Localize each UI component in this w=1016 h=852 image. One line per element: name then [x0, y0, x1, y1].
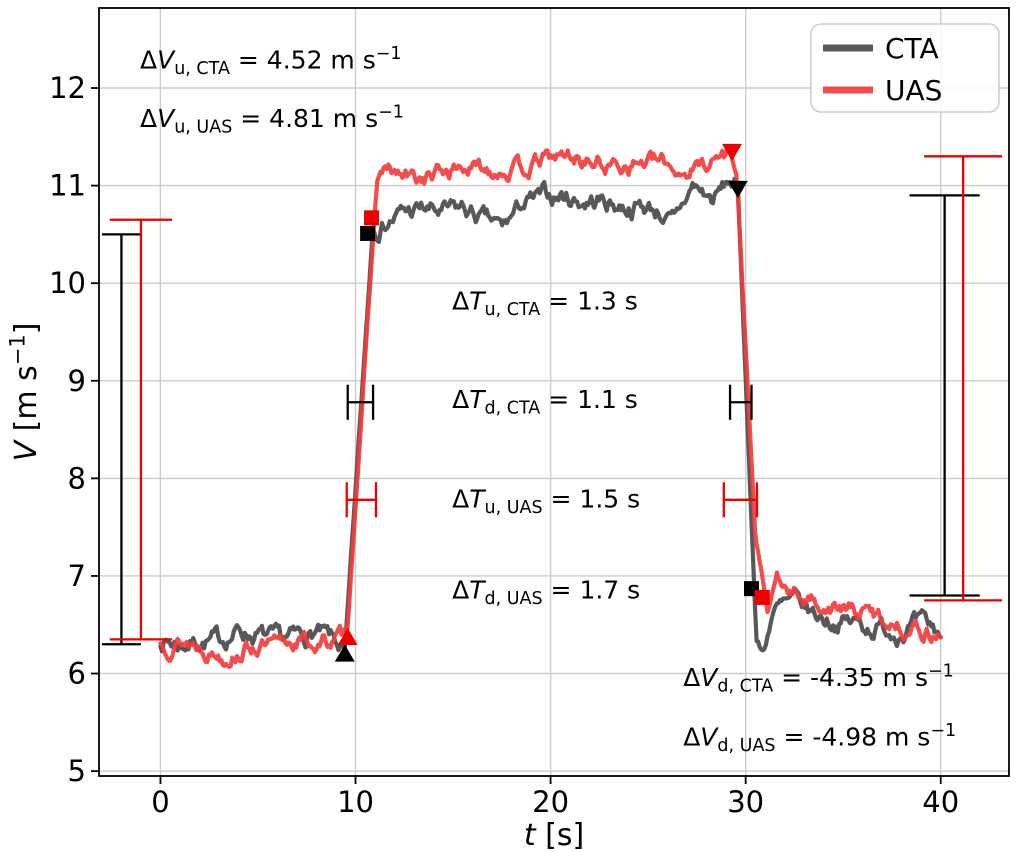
x-tick-label: 0 [151, 785, 169, 819]
x-tick-label: 10 [337, 785, 374, 819]
legend-label-uas: UAS [885, 74, 942, 107]
annotation-dV-d-CTA: ΔVd, CTA = -4.35 m s−1 [683, 662, 954, 697]
annotations: ΔVu, CTA = 4.52 m s−1 ΔVu, UAS = 4.81 m s… [140, 44, 956, 756]
annotation-dV-u-CTA: ΔVu, CTA = 4.52 m s−1 [140, 44, 402, 79]
annotation-dT-u-UAS: ΔTu, UAS = 1.5 s [452, 485, 640, 518]
errorbar-dV-d-CTA-bar [909, 194, 980, 597]
y-tick-label: 9 [68, 364, 86, 398]
series-line-cta [158, 176, 943, 654]
y-tick-label: 7 [68, 559, 86, 593]
errorbar-dV-u-CTA-bar [101, 233, 141, 646]
plot-frame [98, 7, 1010, 777]
errorbar-dV-u-UAS-bar [109, 218, 173, 641]
marker-triangle-up-cta-rise-start [334, 644, 355, 662]
legend: CTA UAS [810, 23, 1000, 113]
axes: 0 10 20 30 40 5 6 7 8 9 10 11 12 [49, 7, 1010, 819]
annotation-dT-u-CTA: ΔTu, CTA = 1.3 s [452, 287, 638, 321]
annotation-dT-d-CTA: ΔTd, CTA = 1.1 s [452, 385, 638, 419]
errorbars [101, 155, 1003, 646]
marker-square-uas-fall-end [754, 589, 770, 605]
marker-square-uas-rise-end [364, 210, 380, 226]
marker-square-cta-rise-end [360, 225, 376, 241]
y-tick-label: 11 [49, 169, 86, 203]
y-tick-label: 10 [49, 266, 86, 300]
annotation-dV-d-UAS: ΔVd, UAS = -4.98 m s−1 [683, 721, 956, 756]
x-tick-label: 20 [532, 785, 569, 819]
annotation-dT-d-UAS: ΔTd, UAS = 1.7 s [452, 575, 640, 609]
errorbar-dT-d-CTA-bar [728, 384, 753, 420]
x-axis-label: t [s] [524, 818, 584, 852]
annotation-dV-u-UAS: ΔVu, UAS = 4.81 m s−1 [140, 103, 404, 138]
y-tick-label: 5 [68, 754, 86, 788]
marker-triangle-down-uas-fall-start [722, 143, 742, 161]
marker-triangle-up-uas-rise-start [337, 627, 358, 646]
errorbar-dT-u-UAS-bar [345, 482, 378, 518]
errorbar-dT-u-CTA-bar [346, 384, 375, 420]
grid [99, 8, 1009, 776]
y-axis-label: V [m s−1] [6, 323, 44, 462]
series-line-uas [158, 146, 943, 669]
y-tick-label: 12 [49, 71, 86, 105]
y-tick-label: 8 [68, 461, 86, 495]
legend-label-cta: CTA [885, 32, 939, 65]
x-tick-label: 30 [727, 785, 764, 819]
series [158, 146, 943, 669]
markers [334, 143, 770, 662]
x-tick-label: 40 [922, 785, 959, 819]
errorbar-dT-d-UAS-bar [722, 482, 759, 518]
marker-triangle-down-cta-fall-start [727, 180, 748, 199]
y-tick-label: 6 [68, 657, 86, 691]
errorbar-dV-d-UAS-bar [924, 155, 1003, 602]
